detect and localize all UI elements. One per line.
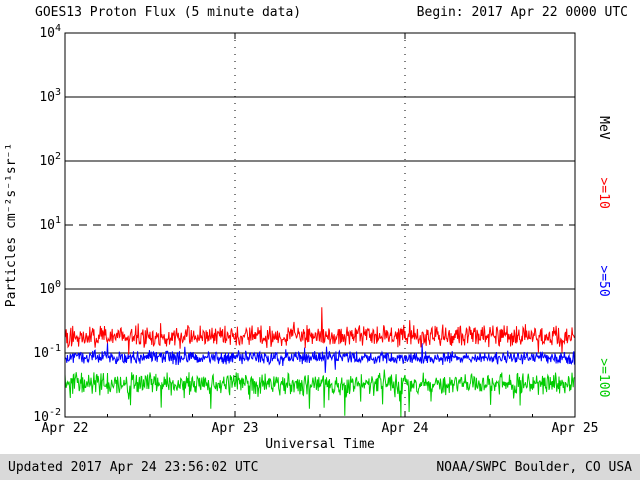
y-tick-label: 102: [39, 151, 61, 169]
right-axis-labels: MeV >=10 >=50 >=100: [596, 116, 611, 397]
y-tick-label: 101: [39, 215, 61, 233]
x-tick-label: Apr 22: [42, 421, 89, 436]
y-tick-label: 104: [39, 23, 61, 41]
credit-label: NOAA/SWPC Boulder, CO USA: [436, 459, 632, 475]
legend-label-10: >=10: [596, 177, 611, 208]
series-lines: [65, 307, 575, 417]
series-line-50: [65, 342, 575, 373]
x-tick-label: Apr 25: [552, 421, 599, 436]
status-bar: Updated 2017 Apr 24 23:56:02 UTC NOAA/SW…: [0, 454, 640, 480]
y-tick-label: 10-2: [33, 407, 61, 425]
units-label-mev: MeV: [596, 116, 611, 140]
plot-frame: [64, 32, 576, 418]
x-axis-title: Universal Time: [265, 437, 375, 452]
chart-title: GOES13 Proton Flux (5 minute data): [35, 5, 302, 20]
y-axis-title: Particles cm⁻²s⁻¹sr⁻¹: [4, 143, 19, 307]
y-tick-label: 100: [39, 279, 61, 297]
legend-label-100: >=100: [596, 358, 611, 397]
y-tick-label: 10-1: [33, 343, 61, 361]
series-line-100: [65, 369, 575, 417]
legend-label-50: >=50: [596, 265, 611, 296]
x-tick-label: Apr 23: [212, 421, 259, 436]
updated-timestamp: Updated 2017 Apr 24 23:56:02 UTC: [8, 459, 259, 475]
x-tick-label: Apr 24: [382, 421, 429, 436]
begin-timestamp: Begin: 2017 Apr 22 0000 UTC: [416, 5, 628, 20]
series-line-10: [65, 307, 575, 355]
chart-header: GOES13 Proton Flux (5 minute data) Begin…: [0, 5, 640, 20]
y-tick-label: 103: [39, 87, 61, 105]
